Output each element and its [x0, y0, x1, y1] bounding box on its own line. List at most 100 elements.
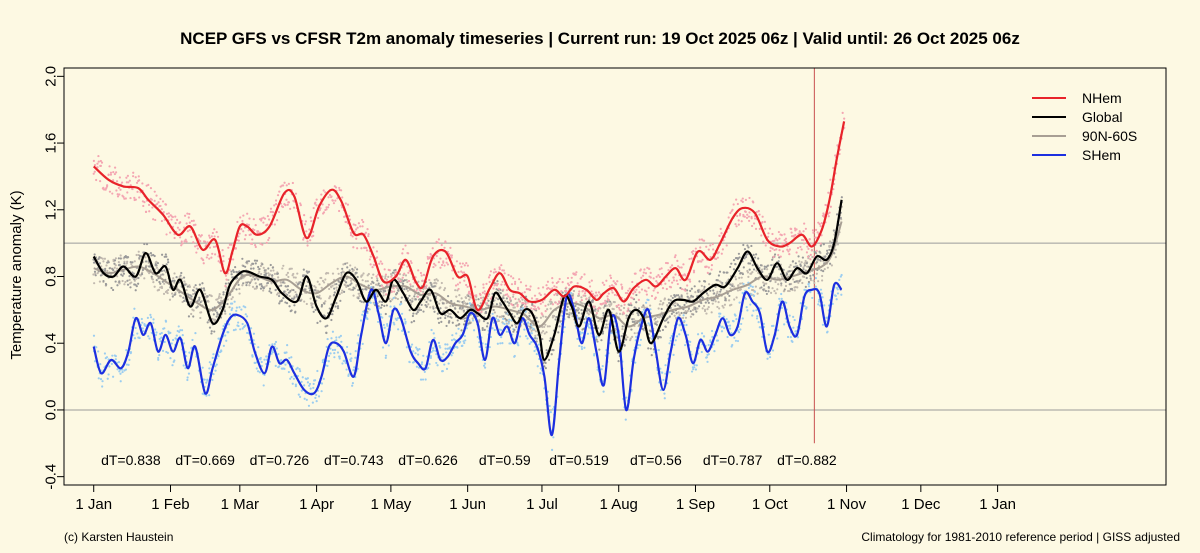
data-dot [348, 214, 351, 218]
data-dot [647, 286, 650, 290]
data-dot [183, 280, 186, 283]
data-dot [437, 238, 441, 241]
data-dot [137, 175, 140, 178]
data-dot [245, 284, 248, 287]
data-dot [465, 327, 468, 330]
data-dot [773, 289, 776, 293]
data-dot [138, 256, 141, 260]
data-dot [199, 301, 202, 304]
data-dot [432, 265, 435, 269]
data-dot [404, 320, 407, 324]
data-dot [183, 283, 187, 287]
data-dot [203, 378, 206, 381]
data-dot [485, 302, 489, 305]
data-dot [535, 352, 538, 356]
data-dot [128, 275, 131, 278]
data-dot [549, 307, 552, 310]
data-dot [498, 266, 501, 269]
data-dot [545, 331, 548, 334]
data-dot [248, 338, 251, 341]
data-dot [408, 309, 411, 312]
data-dot [270, 291, 273, 294]
data-dot [493, 328, 496, 332]
data-dot [745, 306, 748, 309]
data-dot [746, 244, 749, 247]
data-dot [731, 343, 734, 347]
data-dot [647, 298, 650, 302]
data-dot [664, 325, 667, 328]
data-dot [266, 215, 270, 218]
series-line-shem [92, 281, 843, 437]
x-tick-label: 1 Nov [827, 496, 867, 513]
data-dot [360, 300, 363, 303]
data-dot [823, 268, 826, 271]
data-dot [796, 246, 800, 250]
data-dot [499, 342, 502, 345]
data-dot [672, 311, 675, 314]
data-dot [738, 269, 741, 273]
data-dot [169, 331, 172, 334]
data-dot [446, 343, 449, 346]
data-dot [300, 389, 303, 392]
data-dot [512, 277, 515, 280]
data-dot [668, 301, 671, 305]
data-dot [108, 365, 111, 368]
data-dot [262, 384, 265, 387]
data-dot [445, 261, 448, 264]
data-dot [601, 332, 604, 335]
data-dot [269, 207, 273, 210]
data-dot [437, 261, 441, 264]
data-dot [437, 321, 441, 324]
data-dot [356, 247, 359, 250]
data-dot [446, 315, 450, 318]
data-dot [444, 240, 447, 243]
data-dot [478, 345, 481, 348]
data-dot [558, 325, 561, 328]
data-dot [773, 248, 776, 252]
data-dot [483, 328, 486, 331]
data-dot [392, 296, 395, 300]
data-dot [213, 330, 216, 333]
data-dot [285, 273, 288, 276]
data-dot [734, 263, 737, 266]
data-dot [299, 204, 302, 207]
data-dot [345, 220, 348, 224]
x-tick-label: 1 Oct [752, 496, 789, 513]
data-dot [354, 223, 357, 227]
data-dot [680, 311, 683, 315]
data-dot [740, 322, 743, 326]
data-dot [159, 204, 162, 208]
data-dot [410, 261, 413, 265]
data-dot [325, 331, 328, 334]
data-dot [462, 271, 466, 274]
data-dot [314, 308, 317, 311]
data-dot [351, 267, 354, 271]
data-dot [202, 262, 205, 265]
data-dot [137, 276, 140, 280]
data-dot [560, 290, 563, 293]
data-dot [659, 388, 663, 392]
data-dot [626, 310, 629, 313]
data-dot [690, 287, 693, 290]
data-dot [267, 267, 270, 270]
data-dot [302, 268, 305, 271]
data-dot [227, 323, 231, 326]
data-dot [362, 301, 365, 304]
data-dot [231, 307, 234, 310]
data-dot [790, 287, 794, 290]
data-dot [529, 285, 532, 288]
data-dot [176, 226, 180, 229]
data-dot [738, 301, 741, 304]
data-dot [780, 297, 783, 300]
data-dot [248, 284, 251, 287]
data-dot [784, 284, 788, 288]
data-dot [429, 306, 432, 309]
data-dot [804, 285, 807, 289]
data-dot [259, 264, 263, 268]
data-dot [342, 290, 346, 293]
data-dot [514, 280, 517, 283]
data-dot [736, 214, 739, 218]
data-dot [105, 283, 108, 286]
data-dot [407, 252, 410, 255]
